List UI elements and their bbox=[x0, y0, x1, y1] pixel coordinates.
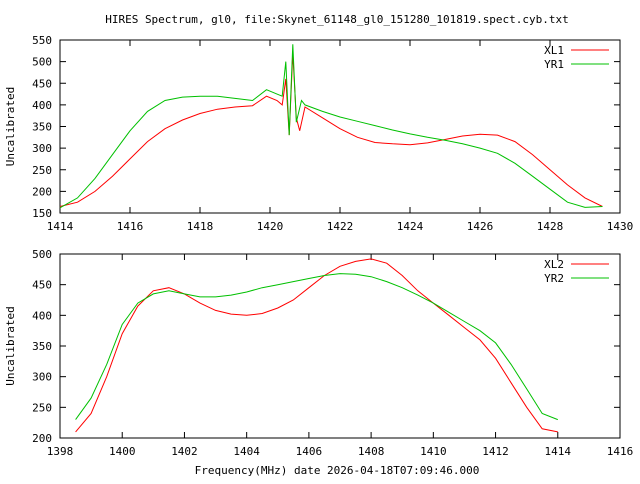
x-tick-label: 1410 bbox=[420, 445, 447, 458]
y-tick-label: 250 bbox=[32, 164, 52, 177]
plot-frame bbox=[59, 39, 621, 214]
y-tick-label: 450 bbox=[32, 279, 52, 292]
y-tick-label: 250 bbox=[32, 401, 52, 414]
x-tick-label: 1422 bbox=[327, 220, 354, 233]
y-tick-label: 400 bbox=[32, 309, 52, 322]
x-axis-label: Frequency(MHz) date 2026-04-18T07:09:46.… bbox=[195, 464, 480, 477]
plot-2: 1398 1400 1402 1404 1406 1408 1410 1412 1414 1416… bbox=[4, 248, 633, 458]
x-tick-label: 1420 bbox=[257, 220, 284, 233]
x-tick-label: 1414 bbox=[47, 220, 74, 233]
x-tick-label: 1426 bbox=[467, 220, 494, 233]
x-tick-label: 1414 bbox=[545, 445, 572, 458]
series-line-xl1 bbox=[59, 52, 603, 207]
plot-1: 1414 1416 1418 1420 1422 1424 1426 1428 1430 150 2… bbox=[4, 34, 633, 233]
x-tick-label: 1418 bbox=[187, 220, 214, 233]
y-tick-label: 350 bbox=[32, 340, 52, 353]
x-tick-label: 1416 bbox=[607, 445, 634, 458]
y-tick-label: 200 bbox=[32, 185, 52, 198]
legend-label-yr2: YR2 bbox=[544, 272, 564, 285]
y-axis-label: Uncalibrated bbox=[4, 87, 17, 166]
x-tick-label: 1406 bbox=[296, 445, 323, 458]
series-line-yr1 bbox=[59, 44, 603, 209]
y-tick-label: 300 bbox=[32, 142, 52, 155]
y-tick-label: 400 bbox=[32, 99, 52, 112]
series-line-xl2 bbox=[75, 258, 558, 433]
y-axis-label: Uncalibrated bbox=[4, 306, 17, 385]
x-tick-label: 1398 bbox=[47, 445, 74, 458]
legend-label-yr1: YR1 bbox=[544, 58, 564, 71]
y-tick-label: 200 bbox=[32, 432, 52, 445]
x-tick-label: 1416 bbox=[117, 220, 144, 233]
y-tick-label: 350 bbox=[32, 121, 52, 134]
y-tick-label: 300 bbox=[32, 371, 52, 384]
chart-title: HIRES Spectrum, gl0, file:Skynet_61148_g… bbox=[105, 13, 569, 26]
plot-frame bbox=[59, 253, 621, 439]
x-tick-label: 1400 bbox=[109, 445, 136, 458]
x-tick-label: 1424 bbox=[397, 220, 424, 233]
x-tick-label: 1428 bbox=[537, 220, 564, 233]
x-tick-label: 1430 bbox=[607, 220, 634, 233]
x-tick-label: 1412 bbox=[482, 445, 509, 458]
y-tick-label: 500 bbox=[32, 56, 52, 69]
legend-label-xl1: XL1 bbox=[544, 44, 564, 57]
x-tick-label: 1402 bbox=[171, 445, 198, 458]
y-tick-label: 450 bbox=[32, 77, 52, 90]
legend-label-xl2: XL2 bbox=[544, 258, 564, 271]
series-line-yr2 bbox=[75, 273, 558, 421]
x-tick-label: 1404 bbox=[233, 445, 260, 458]
y-tick-label: 150 bbox=[32, 207, 52, 220]
y-tick-label: 500 bbox=[32, 248, 52, 261]
y-tick-label: 550 bbox=[32, 34, 52, 47]
x-tick-label: 1408 bbox=[358, 445, 385, 458]
